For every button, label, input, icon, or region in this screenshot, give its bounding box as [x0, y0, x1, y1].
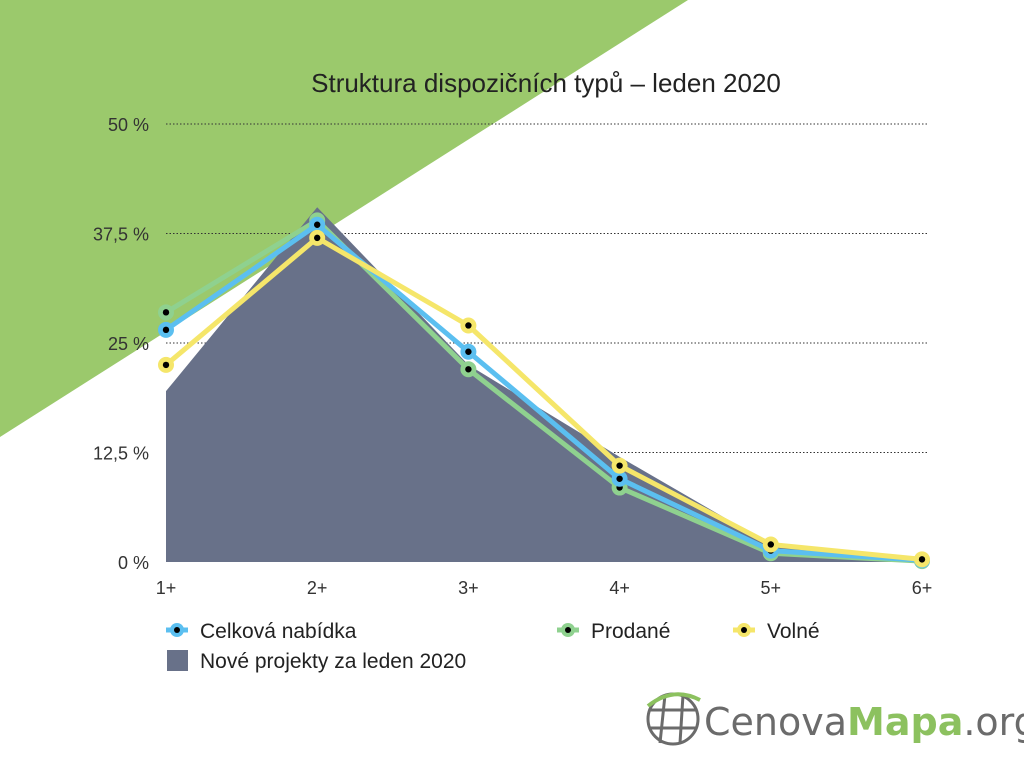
legend-item-celkova[interactable]: Celková nabídka [166, 620, 357, 643]
line-celkova-nabidka [158, 216, 930, 569]
legend-item-prodane[interactable]: Prodané [557, 620, 670, 643]
x-tick-label: 2+ [307, 578, 328, 598]
y-axis-ticks: 0 % 12,5 % 25 % 37,5 % 50 % [93, 115, 149, 573]
data-point-dot [465, 322, 472, 329]
globe-swoosh-icon [646, 692, 701, 708]
data-point-dot [918, 556, 926, 563]
legend-swatch-area [167, 650, 188, 671]
y-tick-label: 37,5 % [93, 225, 149, 245]
legend-item-nove-projekty[interactable]: Nové projekty za leden 2020 [167, 650, 466, 673]
x-tick-label: 3+ [458, 578, 479, 598]
area-series [166, 207, 922, 562]
cenovamapa-logo[interactable]: CenovaMapa.org [646, 692, 1024, 746]
y-tick-label: 12,5 % [93, 444, 149, 464]
legend-swatch-dot [174, 627, 180, 633]
series-line [164, 235, 923, 562]
x-tick-label: 6+ [912, 578, 933, 598]
legend-label-nove-projekty: Nové projekty za leden 2020 [200, 650, 466, 673]
legend-swatch-dot [565, 627, 571, 633]
legend-label-prodane: Prodané [591, 620, 670, 643]
logo-wordmark: CenovaMapa.org [704, 700, 1024, 744]
legend: Celková nabídka Prodané Volné Nové proje… [166, 620, 820, 673]
y-tick-label: 25 % [108, 334, 149, 354]
data-point-dot [162, 309, 170, 316]
line-volne [158, 229, 930, 568]
data-point-dot [314, 221, 321, 228]
area-nove-projekty [166, 207, 922, 562]
legend-label-celkova: Celková nabídka [200, 620, 357, 643]
data-point-dot [616, 462, 623, 469]
data-point-dot [616, 475, 623, 482]
x-tick-label: 5+ [761, 578, 782, 598]
line-series [158, 212, 930, 570]
chart-title: Struktura dispozičních typů – leden 2020 [311, 68, 781, 98]
y-tick-label: 0 % [118, 553, 149, 573]
legend-item-volne[interactable]: Volné [733, 620, 820, 643]
data-point-dot [767, 541, 774, 548]
data-point-dot [162, 326, 170, 334]
x-tick-label: 1+ [156, 578, 177, 598]
y-tick-label: 50 % [108, 115, 149, 135]
data-point-dot [465, 366, 472, 373]
legend-label-volne: Volné [767, 620, 820, 643]
data-point-dot [465, 348, 472, 355]
data-point-dot [314, 234, 321, 242]
series-line [164, 222, 923, 563]
data-point-dot [162, 361, 170, 369]
x-axis-ticks: 1+ 2+ 3+ 4+ 5+ 6+ [156, 578, 933, 598]
x-tick-label: 4+ [609, 578, 630, 598]
legend-swatch-dot [741, 627, 747, 633]
